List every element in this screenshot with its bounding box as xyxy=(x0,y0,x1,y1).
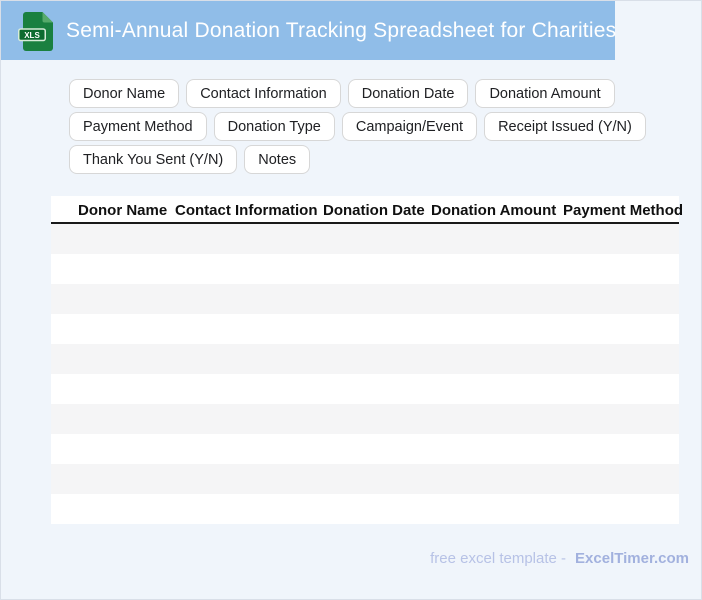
xls-file-icon: XLS xyxy=(18,12,53,51)
footer-brand-link[interactable]: ExcelTimer.com xyxy=(575,550,689,567)
chip-thank-you-sent[interactable]: Thank You Sent (Y/N) xyxy=(69,145,238,174)
table-row[interactable] xyxy=(51,434,679,464)
page-title: Semi-Annual Donation Tracking Spreadshee… xyxy=(66,18,617,42)
chip-row-3: Thank You Sent (Y/N) Notes xyxy=(69,145,646,174)
column-header-contact-information: Contact Information xyxy=(175,201,318,219)
chip-notes[interactable]: Notes xyxy=(244,145,311,174)
table-row[interactable] xyxy=(51,314,679,344)
table-row[interactable] xyxy=(51,284,679,314)
chip-donation-type[interactable]: Donation Type xyxy=(213,112,335,141)
table-row[interactable] xyxy=(51,404,679,434)
chip-row-1: Donor Name Contact Information Donation … xyxy=(69,79,646,108)
table-row[interactable] xyxy=(51,254,679,284)
footer-text: free excel template - xyxy=(430,550,567,567)
chip-row-2: Payment Method Donation Type Campaign/Ev… xyxy=(69,112,646,141)
chip-donation-amount[interactable]: Donation Amount xyxy=(475,79,615,108)
table-row[interactable] xyxy=(51,374,679,404)
column-header-donation-amount: Donation Amount xyxy=(431,201,557,219)
chip-payment-method[interactable]: Payment Method xyxy=(69,112,207,141)
svg-text:XLS: XLS xyxy=(24,31,40,40)
footer: free excel template - ExcelTimer.com xyxy=(430,550,689,567)
field-chips: Donor Name Contact Information Donation … xyxy=(69,79,646,178)
donation-table: Donor Name Contact Information Donation … xyxy=(51,196,683,524)
table-rows xyxy=(51,224,679,524)
table-row[interactable] xyxy=(51,344,679,374)
column-header-donation-date: Donation Date xyxy=(323,201,425,219)
table-row[interactable] xyxy=(51,224,679,254)
chip-donation-date[interactable]: Donation Date xyxy=(347,79,469,108)
table-row[interactable] xyxy=(51,494,679,524)
chip-contact-information[interactable]: Contact Information xyxy=(186,79,341,108)
table-row[interactable] xyxy=(51,464,679,494)
column-header-payment-method: Payment Method xyxy=(563,201,684,219)
chip-donor-name[interactable]: Donor Name xyxy=(69,79,180,108)
chip-receipt-issued[interactable]: Receipt Issued (Y/N) xyxy=(484,112,646,141)
column-header-donor-name: Donor Name xyxy=(78,201,168,219)
title-bar: XLS Semi-Annual Donation Tracking Spread… xyxy=(1,1,617,60)
chip-campaign-event[interactable]: Campaign/Event xyxy=(341,112,478,141)
table-header-row: Donor Name Contact Information Donation … xyxy=(51,196,683,224)
